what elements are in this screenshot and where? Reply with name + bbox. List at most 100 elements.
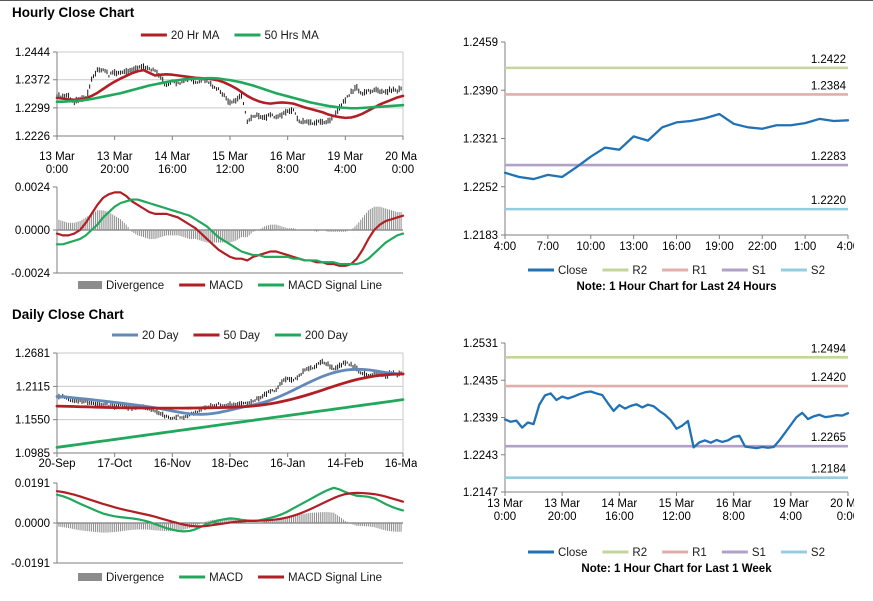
daily-section-title: Daily Close Chart <box>12 307 124 322</box>
x-tick-label: 16 Mar <box>270 151 306 163</box>
x-tick-label: 16:00 <box>158 164 187 176</box>
x-tick-label: 0:00 <box>837 511 854 523</box>
legend-label-50-hrs-ma: 50 Hrs MA <box>264 30 319 42</box>
y-tick-label: 0.0191 <box>15 478 50 490</box>
daily-macd-canvas: 0.0191 0.0000 -0.0191 Divergence MACD MACD Si… <box>11 478 405 584</box>
x-tick-label: 4:00 <box>780 511 802 523</box>
y-tick-label: -0.0191 <box>11 558 50 570</box>
legend-label-macd-signal-line: MACD Signal Line <box>288 280 382 292</box>
legend: Divergence MACD MACD Signal Line <box>77 280 382 292</box>
x-tick-label: 22:00 <box>748 241 777 253</box>
x-tick-label: 7:00 <box>537 241 559 253</box>
hourly-price-chart: 1.2444 1.2372 1.2299 1.2226 13 Mar 0:00 13 Mar… <box>5 24 421 181</box>
legend-label-20-hr-ma: 20 Hr MA <box>171 30 220 42</box>
y-tick-label: 1.2147 <box>463 487 498 499</box>
y-tick-label: 1.2444 <box>15 47 51 59</box>
x-tick-label: 0:00 <box>494 511 516 523</box>
x-tick-label: 0:00 <box>46 164 68 176</box>
legend-label-macd: MACD <box>209 280 243 292</box>
x-tick-label: 20 Mar <box>830 498 854 510</box>
x-tick-label: 19 Mar <box>773 498 809 510</box>
y-tick-label: -0.0024 <box>11 268 51 280</box>
x-tick-label: 20-Sep <box>38 458 75 470</box>
level-label-s2: 1.2184 <box>811 464 847 476</box>
hourly-section-title: Hourly Close Chart <box>12 5 135 20</box>
y-tick-label: 0.0024 <box>15 182 51 194</box>
legend-label-r2: R2 <box>632 547 647 559</box>
y-tick-label: 0.0000 <box>15 225 50 237</box>
x-tick-label: 19:00 <box>705 241 734 253</box>
x-tick-label: 15 Mar <box>212 151 248 163</box>
series-200-day <box>55 398 405 449</box>
series-macd <box>55 486 405 533</box>
level-label-r1: 1.2420 <box>811 372 846 384</box>
x-tick-label: 1:00 <box>794 241 816 253</box>
x-tick-label: 15 Mar <box>659 498 695 510</box>
x-tick-label: 4:00 <box>494 241 516 253</box>
legend-label-s2: S2 <box>811 265 825 277</box>
x-tick-label: 4:00 <box>837 241 854 253</box>
hourly-pivot-chart: 1.2459 1.2390 1.2321 1.2252 1.2183 4:00 7:00 10… <box>450 16 859 307</box>
series-macd-signal-line <box>55 490 405 528</box>
legend: Divergence MACD MACD Signal Line <box>77 572 382 584</box>
chart-note: Note: 1 Hour Chart for Last 24 Hours <box>577 281 777 293</box>
hourly-macd-chart: 0.0024 0.0000 -0.0024 Divergence MACD MACD Si… <box>5 178 417 301</box>
legend-label-20-day: 20 Day <box>142 330 179 342</box>
y-tick-label: 1.2115 <box>16 381 50 393</box>
legend-label-r1: R1 <box>692 547 707 559</box>
daily-macd-chart: 0.0191 0.0000 -0.0191 Divergence MACD MACD Si… <box>5 474 417 597</box>
legend: 20 Day 50 Day 200 Day <box>112 330 348 342</box>
y-tick-label: 1.2435 <box>463 375 498 387</box>
legend-label-50-day: 50 Day <box>223 330 260 342</box>
x-tick-label: 17-Oct <box>97 458 132 470</box>
legend-label-s1: S1 <box>752 547 766 559</box>
x-tick-label: 20:00 <box>100 164 129 176</box>
series-macd <box>55 191 405 267</box>
x-tick-label: 18-Dec <box>211 458 248 470</box>
x-tick-label: 13 Mar <box>487 498 523 510</box>
series-50-hrs-ma <box>55 76 405 110</box>
legend: Close R2 R1 S1 S2 <box>528 547 825 559</box>
x-tick-label: 13 Mar <box>39 151 75 163</box>
legend-label-r2: R2 <box>632 265 647 277</box>
legend: 20 Hr MA 50 Hrs MA <box>140 30 319 42</box>
series-macd-signal-line <box>55 198 405 266</box>
y-tick-label: 1.2252 <box>463 182 498 194</box>
x-tick-label: 12:00 <box>216 164 245 176</box>
chart-note: Note: 1 Hour Chart for Last 1 Week <box>581 563 772 575</box>
legend-label-s2: S2 <box>811 547 825 559</box>
x-tick-label: 16-Jan <box>270 458 305 470</box>
level-label-s2: 1.2220 <box>811 195 846 207</box>
x-tick-label: 0:00 <box>392 164 414 176</box>
y-tick-label: 0.0000 <box>15 518 50 530</box>
x-tick-label: 12:00 <box>662 511 691 523</box>
y-tick-label: 1.2372 <box>15 75 50 87</box>
legend-label-divergence: Divergence <box>106 280 164 292</box>
x-tick-label: 4:00 <box>334 164 356 176</box>
x-tick-label: 16-Mar <box>385 458 417 470</box>
x-tick-label: 20:00 <box>548 511 577 523</box>
x-tick-label: 8:00 <box>722 511 744 523</box>
x-tick-label: 14 Mar <box>601 498 637 510</box>
y-tick-label: 1.2339 <box>463 413 498 425</box>
y-tick-label: 1.2226 <box>15 131 50 143</box>
x-tick-label: 13 Mar <box>97 151 133 163</box>
x-tick-label: 16:00 <box>662 241 691 253</box>
series-close <box>503 112 850 181</box>
daily-pivot-chart: 1.2531 1.2435 1.2339 1.2243 1.2147 13 Mar 0:00… <box>450 318 866 599</box>
series-20-day <box>55 367 405 416</box>
legend: Close R2 R1 S1 S2 <box>528 265 825 277</box>
y-tick-label: 1.0985 <box>15 448 50 460</box>
x-tick-label: 16:00 <box>605 511 634 523</box>
legend-label-s1: S1 <box>752 265 766 277</box>
x-tick-label: 13:00 <box>619 241 648 253</box>
y-tick-label: 1.2681 <box>15 348 50 360</box>
x-tick-label: 8:00 <box>276 164 298 176</box>
x-tick-label: 19 Mar <box>327 151 363 163</box>
x-tick-label: 14 Mar <box>154 151 190 163</box>
level-label-s1: 1.2283 <box>811 151 846 163</box>
